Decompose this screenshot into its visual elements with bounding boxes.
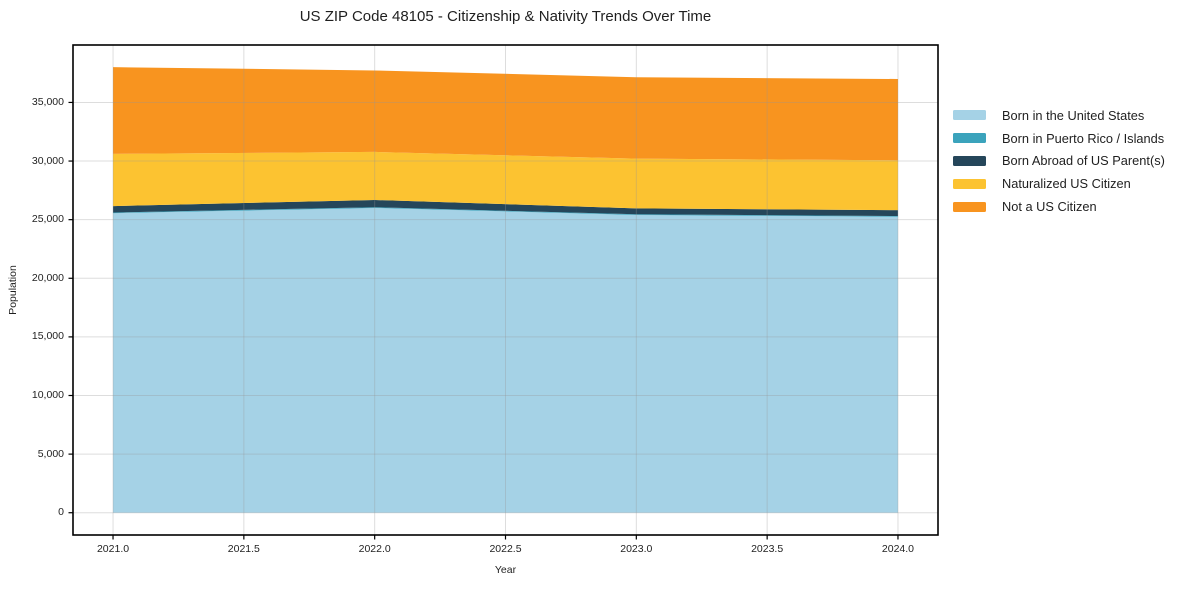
x-tick-label: 2024.0 [881,543,915,555]
y-tick-label: 10,000 [31,389,64,401]
legend-swatch [953,110,986,121]
y-tick-label: 5,000 [37,447,64,460]
y-tick-label: 30,000 [31,154,64,167]
x-tick-label: 2022.5 [489,543,522,555]
legend: Born in the United States Born in Puerto … [953,104,1165,218]
legend-item-4: Not a US Citizen [953,195,1165,218]
legend-item-1: Born in Puerto Rico / Islands [953,127,1165,150]
legend-swatch [953,155,986,166]
y-tick-label: 15,000 [31,330,64,343]
x-tick-label: 2023.5 [751,543,784,555]
chart-title: US ZIP Code 48105 - Citizenship & Nativi… [299,8,712,25]
legend-item-2: Born Abroad of US Parent(s) [953,150,1165,173]
legend-swatch [953,133,986,144]
legend-item-3: Naturalized US Citizen [953,172,1165,195]
x-axis-label: Year [494,564,517,576]
legend-label: Born Abroad of US Parent(s) [1002,153,1165,169]
y-tick-label: 0 [58,506,64,519]
legend-label: Born in the United States [1002,107,1145,123]
y-tick-label: 20,000 [31,271,64,284]
legend-label: Naturalized US Citizen [1002,176,1131,192]
legend-swatch [953,178,986,189]
area-series-1 [113,207,898,217]
x-tick-label: 2023.0 [620,543,653,555]
area-series-4 [113,67,898,161]
area-series-3 [113,151,898,211]
legend-swatch [953,201,986,212]
legend-item-0: Born in the United States [953,104,1165,127]
x-tick-label: 2021.5 [227,543,260,555]
area-series-0 [113,207,898,513]
y-tick-label: 35,000 [31,95,64,108]
area-series-2 [113,199,898,217]
legend-label: Born in Puerto Rico / Islands [1002,130,1165,146]
x-tick-label: 2021.0 [96,543,130,555]
x-tick-label: 2022.0 [358,543,391,555]
legend-label: Not a US Citizen [1002,199,1097,215]
y-tick-label: 25,000 [31,213,64,226]
